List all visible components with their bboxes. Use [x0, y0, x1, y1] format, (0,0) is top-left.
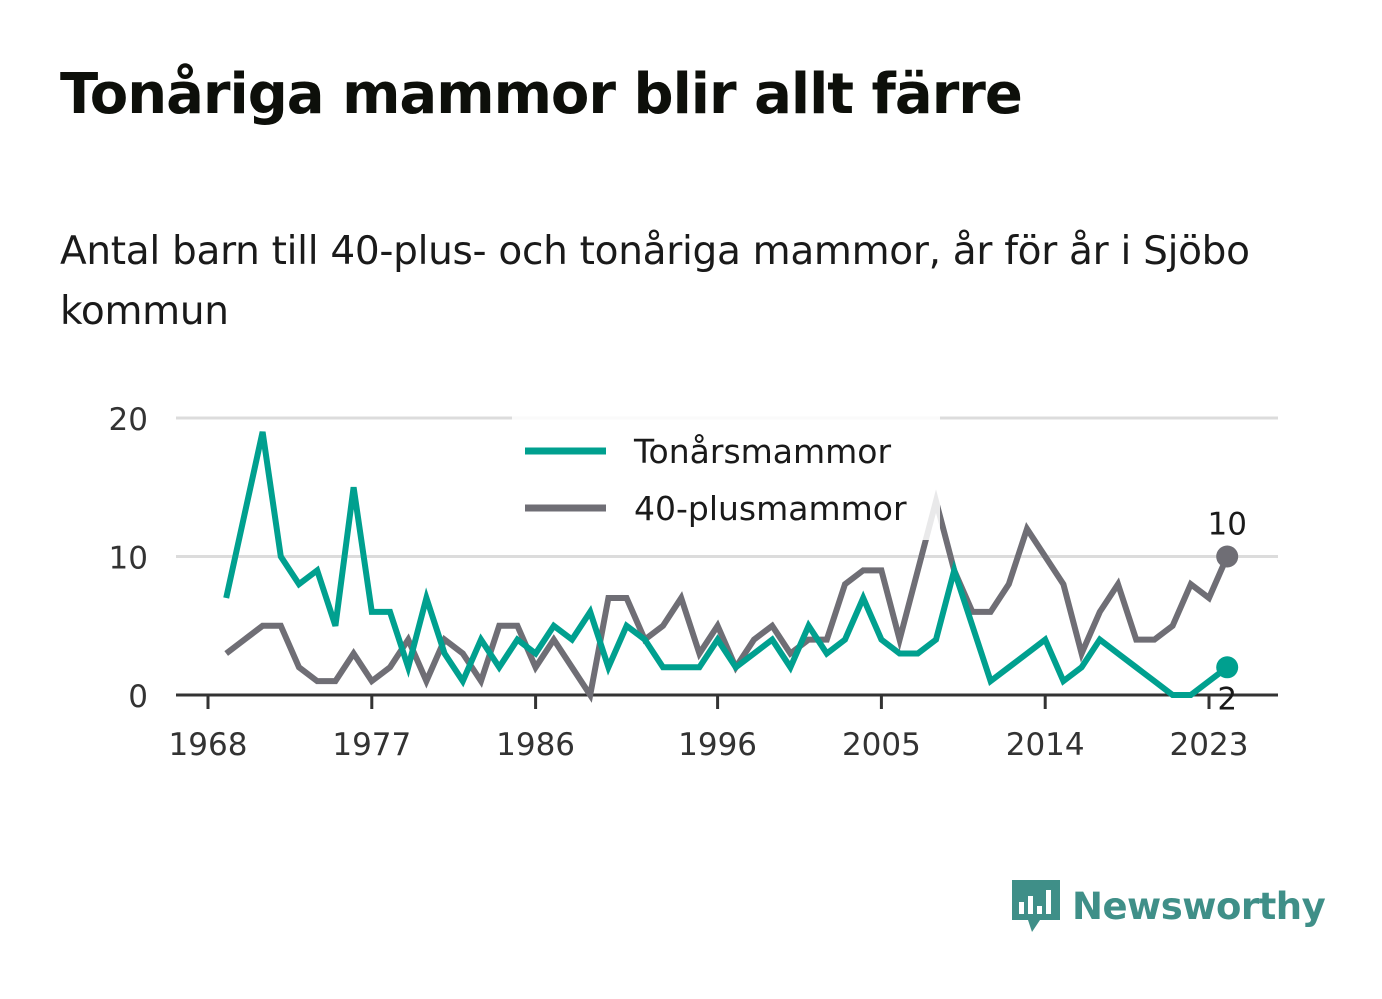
y-tick-label: 10 — [109, 541, 148, 577]
x-axis: 1968 1977 1986 1996 2005 2014 2023 — [169, 693, 1278, 763]
legend-label: 40-plusmammor — [634, 489, 907, 528]
legend: Tonårsmammor 40-plusmammor — [512, 416, 940, 540]
end-point-marker — [1216, 545, 1239, 568]
chart-subtitle: Antal barn till 40-plus- och tonåriga ma… — [60, 229, 1250, 334]
end-value-label: 2 — [1217, 681, 1237, 717]
brand-logo: Newsworthy — [1010, 876, 1326, 936]
x-tick-label: 1996 — [678, 727, 757, 763]
x-tick-label: 1977 — [332, 727, 411, 763]
series-line-tonarsmammor — [223, 431, 1230, 698]
x-tick-label: 1986 — [496, 727, 575, 763]
x-tick-label: 2005 — [842, 727, 921, 763]
series-line-40-plusmammor — [224, 489, 1230, 703]
y-axis: 0 10 20 — [109, 402, 148, 715]
brand-name: Newsworthy — [1072, 884, 1326, 928]
legend-background — [512, 416, 940, 540]
end-value-label: 10 — [1207, 507, 1246, 543]
x-tick-label: 1968 — [169, 727, 248, 763]
y-tick-label: 20 — [109, 402, 148, 438]
x-tick-label: 2023 — [1170, 727, 1249, 763]
x-tick-label: 2014 — [1006, 727, 1085, 763]
line-chart: 1968 1977 1986 1996 2005 2014 2023 0 10 20 Tonår… — [109, 402, 1278, 763]
y-tick-label: 0 — [128, 679, 148, 715]
end-labels: 2 10 — [1207, 507, 1246, 718]
chart-title: Tonåriga mammor blir allt färre — [60, 62, 1023, 127]
legend-label: Tonårsmammor — [633, 432, 891, 471]
end-point-marker — [1216, 656, 1239, 679]
series-lines — [223, 431, 1230, 703]
bar-chart-speech-icon — [1012, 880, 1060, 932]
